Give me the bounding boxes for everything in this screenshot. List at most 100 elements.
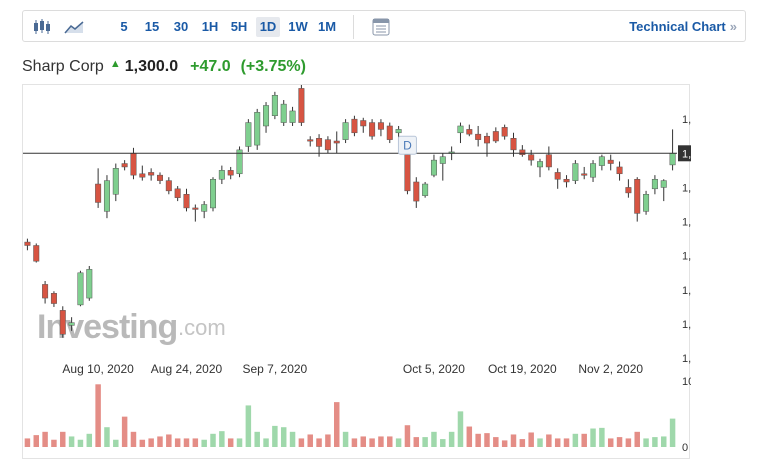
last-price: 1,300.0 xyxy=(124,58,179,75)
candlestick-chart[interactable]: Investing .com 1,300.0 1,000.0 1,050.0 1,1… xyxy=(23,85,691,460)
volume-bar xyxy=(272,425,278,447)
volume-bar xyxy=(669,418,676,447)
volume-bar xyxy=(572,433,579,447)
candle-body xyxy=(86,269,93,299)
current-price-label: 1,300.0 xyxy=(682,148,691,160)
price-chart-panel[interactable]: Investing .com 1,300.0 1,000.0 1,050.0 1,1… xyxy=(22,84,691,460)
svg-text:.com: .com xyxy=(178,315,226,340)
volume-bar xyxy=(387,436,393,447)
candle-body xyxy=(643,194,650,212)
interval-30m-button[interactable]: 30 xyxy=(173,19,189,34)
candle xyxy=(103,175,110,219)
candle-body xyxy=(457,125,464,134)
volume-bar xyxy=(634,431,640,447)
candle xyxy=(625,179,632,198)
candle xyxy=(324,136,331,154)
volume-bar xyxy=(201,439,207,447)
candle xyxy=(634,177,641,222)
candle xyxy=(377,119,384,137)
candle-body xyxy=(148,172,155,176)
volume-bar xyxy=(280,427,287,447)
candle-body xyxy=(183,194,190,209)
volume-bar xyxy=(440,439,446,447)
calendar-icon[interactable] xyxy=(370,17,392,37)
volume-bar xyxy=(104,427,110,447)
interval-1w-button[interactable]: 1W xyxy=(288,19,308,34)
volume-bar xyxy=(528,432,534,447)
candle xyxy=(156,172,163,185)
interval-15m-button[interactable]: 15 xyxy=(144,19,160,34)
volume-bar xyxy=(616,437,623,447)
candle-body xyxy=(404,154,411,192)
candle-body xyxy=(254,112,261,146)
candle xyxy=(59,306,66,338)
candle xyxy=(369,119,376,140)
candle xyxy=(42,281,49,304)
candle xyxy=(24,238,31,251)
candle-body xyxy=(369,122,376,137)
candle-body xyxy=(210,178,217,209)
candle-body xyxy=(165,180,172,192)
volume-bar xyxy=(625,438,632,447)
candle xyxy=(528,149,535,166)
candle xyxy=(210,177,217,212)
candle xyxy=(130,147,137,180)
volume-bar xyxy=(342,431,349,447)
candle-body xyxy=(103,180,110,212)
candle-body xyxy=(501,127,508,137)
y-tick-label: 1,150.0 xyxy=(682,251,691,263)
candle-body xyxy=(669,153,676,166)
candle xyxy=(174,186,181,202)
volume-bar xyxy=(546,434,552,447)
up-arrow-icon: ▲ xyxy=(109,58,121,70)
candle xyxy=(475,125,482,147)
volume-bar xyxy=(484,433,490,447)
x-tick-label: Nov 2, 2020 xyxy=(578,362,643,376)
volume-bar xyxy=(607,438,614,447)
candle xyxy=(519,145,526,157)
candle xyxy=(607,154,614,171)
candle-body xyxy=(395,129,402,134)
candle-body xyxy=(174,188,181,198)
volume-axis-max-label: 10.0M xyxy=(682,376,691,388)
interval-1d-button[interactable]: 1D xyxy=(256,17,280,37)
candle xyxy=(457,122,464,144)
volume-bar xyxy=(457,411,464,447)
volume-bar xyxy=(475,433,481,447)
interval-1m-button[interactable]: 1M xyxy=(317,19,337,34)
volume-bar xyxy=(501,440,508,447)
volume-bar xyxy=(219,431,225,447)
interval-5h-button[interactable]: 5H xyxy=(230,19,248,34)
area-chart-icon[interactable] xyxy=(63,17,85,37)
candle-body xyxy=(33,245,40,262)
candle-body xyxy=(528,154,535,161)
candlestick-chart-icon[interactable] xyxy=(31,17,53,37)
candle-body xyxy=(201,204,208,212)
technical-chart-link[interactable]: Technical Chart» xyxy=(629,19,737,34)
candle-body xyxy=(130,153,137,176)
candle-body xyxy=(218,170,225,180)
candle-body xyxy=(156,174,163,181)
volume-bar xyxy=(157,436,163,447)
event-marker-label: D xyxy=(403,138,412,152)
candle-body xyxy=(413,181,420,202)
volume-bar xyxy=(68,436,75,447)
interval-5m-button[interactable]: 5 xyxy=(120,19,128,34)
candle-body xyxy=(263,105,270,127)
candle-body xyxy=(289,110,296,123)
event-marker xyxy=(397,135,417,155)
candle xyxy=(148,168,155,181)
candle-body xyxy=(537,161,544,168)
volume-bar xyxy=(493,437,499,447)
candle-body xyxy=(510,138,517,151)
candle xyxy=(183,188,190,212)
price-change-percent: (+3.75%) xyxy=(240,58,306,75)
candle-body xyxy=(95,183,102,203)
candle xyxy=(404,147,411,195)
interval-1h-button[interactable]: 1H xyxy=(201,19,219,34)
candle xyxy=(254,108,261,150)
candle xyxy=(572,160,579,185)
volume-bar xyxy=(466,426,473,447)
y-tick-label: 1,200.0 xyxy=(682,217,691,229)
volume-bar xyxy=(519,439,526,447)
